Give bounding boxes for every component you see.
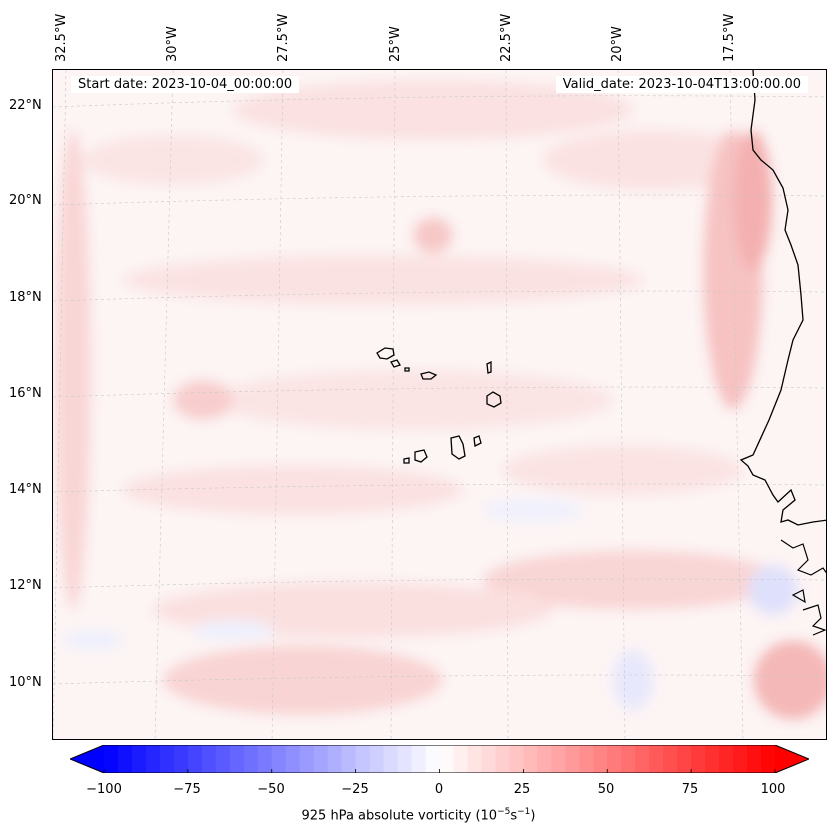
colorbar-bin bbox=[131, 745, 147, 773]
lat-label-14n: 14°N bbox=[9, 482, 42, 497]
colorbar-bin bbox=[215, 745, 231, 773]
lon-label-27-5w: 27.5°W bbox=[276, 13, 291, 62]
map-panel bbox=[52, 69, 827, 740]
colorbar-bin bbox=[257, 745, 273, 773]
vorticity-map bbox=[53, 70, 826, 739]
colorbar-bin bbox=[705, 745, 720, 773]
cape-verde-islands bbox=[376, 347, 502, 464]
colorbar-bin bbox=[551, 745, 566, 773]
colorbar-title-exp1: −5 bbox=[497, 807, 511, 817]
cbar-tick-50: 50 bbox=[597, 782, 615, 797]
colorbar-bin bbox=[453, 745, 469, 773]
colorbar-bin bbox=[425, 745, 441, 773]
colorbar-bin bbox=[201, 745, 217, 773]
colorbar-graphic bbox=[70, 745, 809, 773]
graticule bbox=[53, 70, 826, 739]
lat-label-20n: 20°N bbox=[9, 193, 42, 208]
colorbar bbox=[70, 745, 809, 773]
colorbar-bin bbox=[145, 745, 161, 773]
lat-label-16n: 16°N bbox=[9, 386, 42, 401]
cbar-tick-25: 25 bbox=[513, 782, 531, 797]
valid-date-label: Valid_date: 2023-10-04T13:00:00.00 bbox=[555, 76, 808, 93]
colorbar-extend-max bbox=[775, 745, 809, 773]
colorbar-bin bbox=[509, 745, 524, 773]
cbar-tick--50: −50 bbox=[257, 782, 285, 797]
colorbar-bin bbox=[677, 745, 692, 773]
colorbar-bin bbox=[481, 745, 497, 773]
cbar-tick-75: 75 bbox=[681, 782, 699, 797]
colorbar-bin bbox=[117, 745, 133, 773]
vorticity-field bbox=[53, 70, 826, 739]
colorbar-bin bbox=[173, 745, 189, 773]
colorbar-title-mid: s bbox=[510, 808, 518, 824]
colorbar-bin bbox=[383, 745, 399, 773]
colorbar-bin bbox=[327, 745, 343, 773]
colorbar-bin bbox=[341, 745, 357, 773]
colorbar-bin bbox=[523, 745, 538, 773]
colorbar-extend-min bbox=[70, 745, 104, 773]
colorbar-title-main: 925 hPa absolute vorticity (10 bbox=[301, 808, 498, 824]
colorbar-bin bbox=[397, 745, 413, 773]
africa-coast-detail bbox=[780, 539, 826, 636]
colorbar-bin bbox=[733, 745, 748, 773]
cbar-tick-100: 100 bbox=[760, 782, 786, 797]
colorbar-bin bbox=[229, 745, 245, 773]
colorbar-title-end: ) bbox=[530, 808, 536, 824]
colorbar-bin bbox=[663, 745, 678, 773]
cbar-tick--75: −75 bbox=[173, 782, 201, 797]
colorbar-bin bbox=[439, 745, 455, 773]
lon-label-20w: 20°W bbox=[610, 26, 625, 62]
lon-label-32-5w: 32.5°W bbox=[54, 13, 69, 62]
lat-label-12n: 12°N bbox=[9, 578, 42, 593]
colorbar-bin bbox=[747, 745, 762, 773]
colorbar-bin bbox=[495, 745, 510, 773]
colorbar-bin bbox=[355, 745, 371, 773]
colorbar-bin bbox=[285, 745, 301, 773]
colorbar-bin bbox=[467, 745, 483, 773]
lon-label-17-5w: 17.5°W bbox=[722, 13, 737, 62]
colorbar-bin bbox=[621, 745, 636, 773]
colorbar-title: 925 hPa absolute vorticity (10−5s−1) bbox=[0, 807, 837, 823]
lat-label-22n: 22°N bbox=[9, 98, 42, 113]
cbar-tick--25: −25 bbox=[341, 782, 369, 797]
colorbar-bin bbox=[579, 745, 594, 773]
colorbar-bin bbox=[761, 745, 776, 773]
colorbar-bin bbox=[635, 745, 650, 773]
start-date-label: Start date: 2023-10-04_00:00:00 bbox=[71, 76, 300, 93]
colorbar-bin bbox=[719, 745, 734, 773]
colorbar-bin bbox=[411, 745, 427, 773]
colorbar-bin bbox=[691, 745, 706, 773]
colorbar-bin bbox=[243, 745, 259, 773]
lon-label-30w: 30°W bbox=[165, 26, 180, 62]
colorbar-bin bbox=[313, 745, 329, 773]
colorbar-bin bbox=[369, 745, 385, 773]
colorbar-bin bbox=[271, 745, 287, 773]
cbar-tick-0: 0 bbox=[434, 782, 444, 797]
lat-label-10n: 10°N bbox=[9, 675, 42, 690]
lon-label-22-5w: 22.5°W bbox=[499, 13, 514, 62]
colorbar-bin bbox=[565, 745, 580, 773]
colorbar-bin bbox=[607, 745, 622, 773]
lat-label-18n: 18°N bbox=[9, 290, 42, 305]
colorbar-bin bbox=[104, 745, 119, 773]
africa-coastline bbox=[739, 70, 826, 526]
colorbar-bin bbox=[649, 745, 664, 773]
colorbar-title-exp2: −1 bbox=[517, 807, 531, 817]
cbar-tick--100: −100 bbox=[86, 782, 122, 797]
colorbar-bin bbox=[537, 745, 552, 773]
colorbar-bin bbox=[299, 745, 315, 773]
colorbar-bin bbox=[593, 745, 608, 773]
lon-label-25w: 25°W bbox=[388, 26, 403, 62]
colorbar-bin bbox=[187, 745, 203, 773]
colorbar-bin bbox=[159, 745, 175, 773]
